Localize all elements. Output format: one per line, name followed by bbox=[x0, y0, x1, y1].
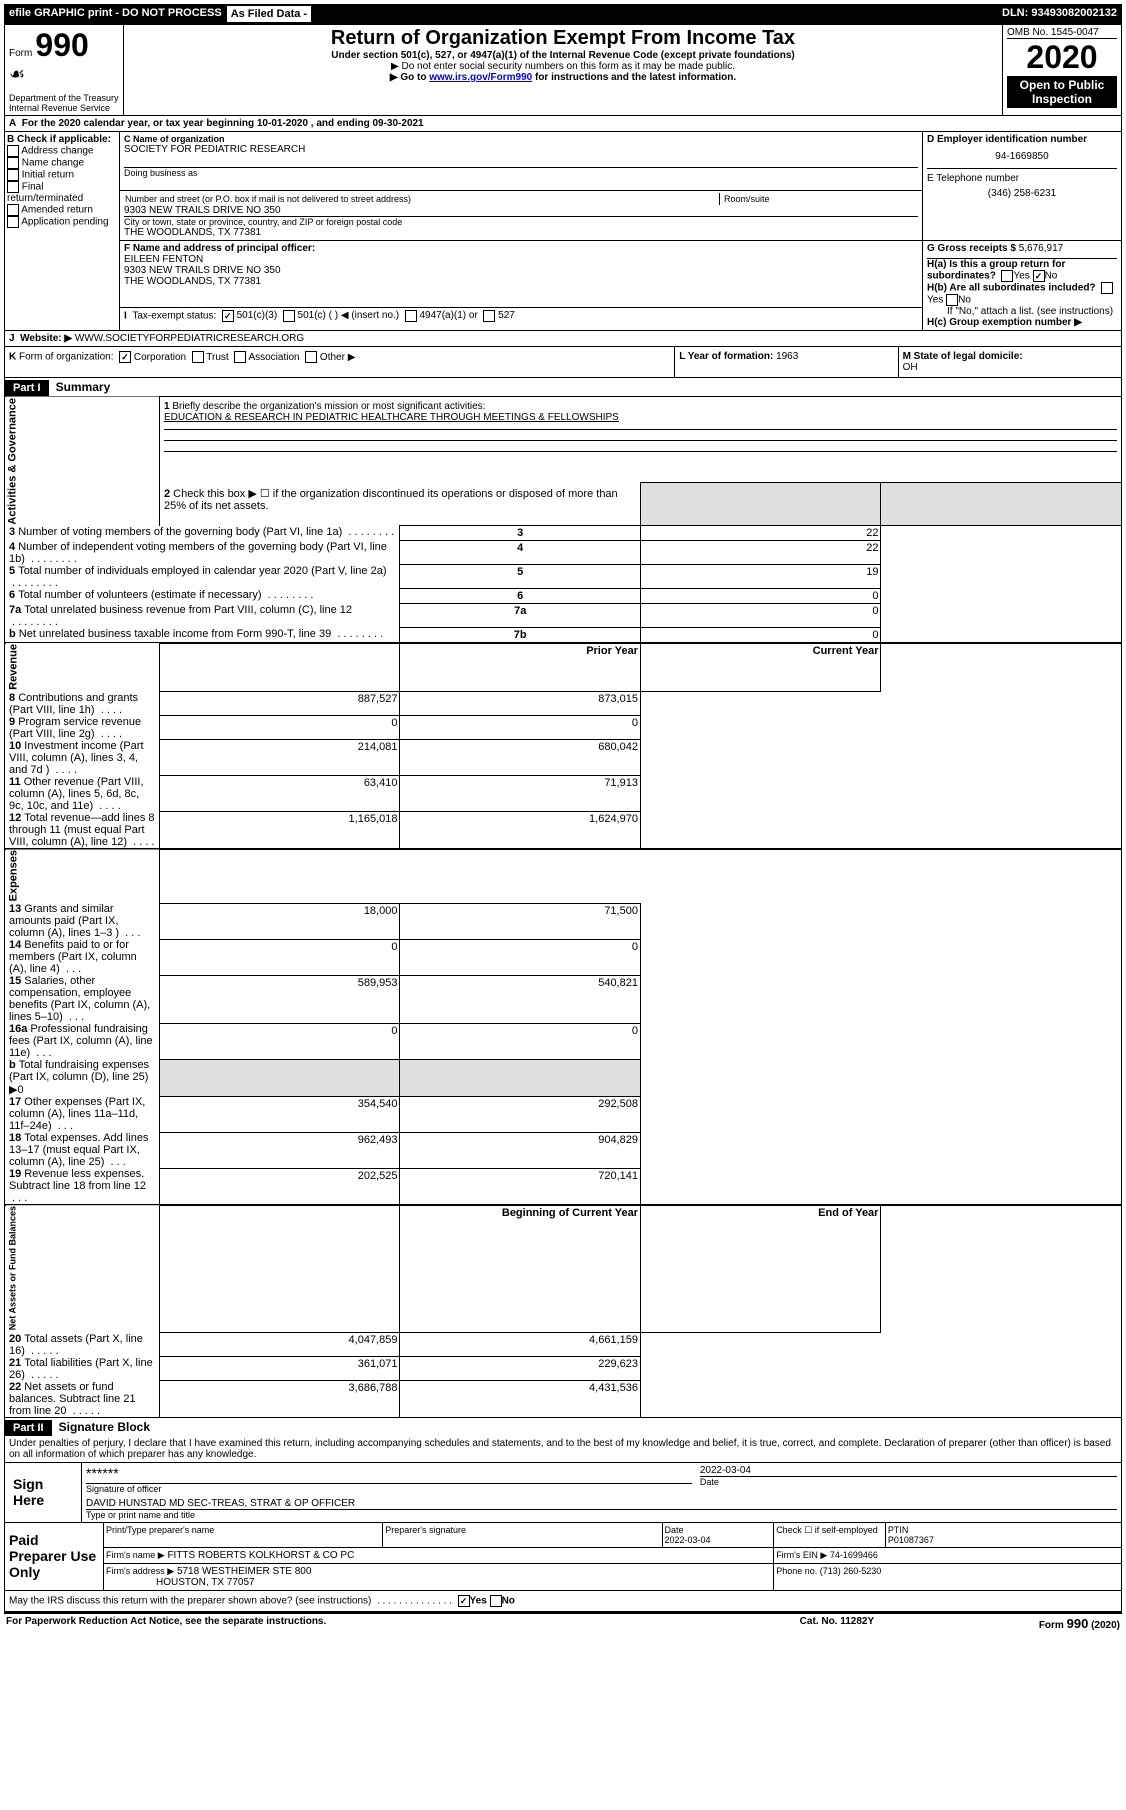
gross-receipts: 5,676,917 bbox=[1019, 243, 1064, 254]
box-b-item: Amended return bbox=[7, 204, 117, 216]
ein-value: 94-1669850 bbox=[927, 151, 1117, 162]
line-j: J Website: ▶ WWW.SOCIETYFORPEDIATRICRESE… bbox=[4, 331, 1122, 347]
page-footer: For Paperwork Reduction Act Notice, see … bbox=[4, 1612, 1122, 1633]
table-row: 5 Total number of individuals employed i… bbox=[5, 565, 1122, 589]
efile-dln: DLN: 93493082002132 bbox=[998, 5, 1121, 23]
table-row: 4 Number of independent voting members o… bbox=[5, 541, 1122, 565]
top-efile-bar: efile GRAPHIC print - DO NOT PROCESS As … bbox=[4, 4, 1122, 24]
form-note1: ▶ Do not enter social security numbers o… bbox=[128, 61, 998, 72]
box-b-item: Address change bbox=[7, 145, 117, 157]
efile-mid: As Filed Data - bbox=[226, 5, 312, 23]
line-klm: K Form of organization: ✓ Corporation Tr… bbox=[4, 347, 1122, 378]
table-row: 15 Salaries, other compensation, employe… bbox=[5, 975, 1122, 1023]
form-label: Form bbox=[9, 48, 32, 59]
box-b: B Check if applicable: Address change Na… bbox=[5, 132, 120, 331]
form-number: 990 bbox=[35, 27, 88, 63]
box-b-item: Name change bbox=[7, 157, 117, 169]
table-row: 21 Total liabilities (Part X, line 26) .… bbox=[5, 1357, 1122, 1381]
table-row: 3 Number of voting members of the govern… bbox=[5, 526, 1122, 541]
box-f: F Name and address of principal officer:… bbox=[120, 241, 923, 308]
table-row: 20 Total assets (Part X, line 16) . . . … bbox=[5, 1333, 1122, 1357]
paid-preparer-block: Paid Preparer Use Only Print/Type prepar… bbox=[4, 1523, 1122, 1591]
box-b-item: Application pending bbox=[7, 216, 117, 228]
street-value: 9303 NEW TRAILS DRIVE NO 350 bbox=[124, 205, 918, 216]
sign-here-block: Sign Here ****** Signature of officer 20… bbox=[4, 1463, 1122, 1523]
box-b-item: Final return/terminated bbox=[7, 181, 117, 204]
table-row: 11 Other revenue (Part VIII, column (A),… bbox=[5, 776, 1122, 812]
form-subtitle: Under section 501(c), 527, or 4947(a)(1)… bbox=[128, 50, 998, 61]
room-label: Room/suite bbox=[720, 193, 919, 205]
city-value: THE WOODLANDS, TX 77381 bbox=[124, 227, 918, 238]
form-header: Form 990 ☙ Department of the Treasury In… bbox=[4, 24, 1122, 116]
h-a: H(a) Is this a group return for subordin… bbox=[927, 259, 1117, 282]
table-row: 10 Investment income (Part VIII, column … bbox=[5, 740, 1122, 776]
officer-title: DAVID HUNSTAD MD SEC-TREAS, STRAT & OP O… bbox=[86, 1498, 1117, 1510]
table-row: 6 Total number of volunteers (estimate i… bbox=[5, 589, 1122, 604]
city-label: City or town, state or province, country… bbox=[124, 216, 918, 227]
line-i-options: ✓ 501(c)(3) 501(c) ( ) ◀ (insert no.) 49… bbox=[219, 310, 515, 321]
box-c-label: C Name of organization bbox=[124, 134, 918, 144]
line-a: A For the 2020 calendar year, or tax yea… bbox=[4, 116, 1122, 132]
box-b-item: Initial return bbox=[7, 169, 117, 181]
side-exp: Expenses bbox=[5, 849, 160, 903]
side-gov: Activities & Governance bbox=[5, 397, 160, 526]
part2-header: Part II Signature Block bbox=[4, 1418, 1122, 1436]
part1-header: Part I Summary bbox=[4, 378, 1122, 397]
sig-declaration: Under penalties of perjury, I declare th… bbox=[4, 1436, 1122, 1463]
website-value: WWW.SOCIETYFORPEDIATRICRESEARCH.ORG bbox=[75, 333, 304, 344]
irs-link[interactable]: www.irs.gov/Form990 bbox=[429, 72, 532, 83]
omb-label: OMB No. 1545-0047 bbox=[1007, 27, 1117, 39]
discuss-line: May the IRS discuss this return with the… bbox=[4, 1591, 1122, 1612]
box-e-label: E Telephone number bbox=[927, 168, 1117, 184]
h-c: H(c) Group exemption number ▶ bbox=[927, 317, 1117, 328]
org-name: SOCIETY FOR PEDIATRIC RESEARCH bbox=[124, 144, 918, 155]
table-row: b Total fundraising expenses (Part IX, c… bbox=[5, 1059, 1122, 1096]
efile-left: efile GRAPHIC print - DO NOT PROCESS bbox=[5, 5, 226, 23]
officer-name: EILEEN FENTON bbox=[124, 254, 918, 265]
box-d-label: D Employer identification number bbox=[927, 134, 1117, 145]
table-row: 14 Benefits paid to or for members (Part… bbox=[5, 939, 1122, 975]
table-row: 8 Contributions and grants (Part VIII, l… bbox=[5, 692, 1122, 716]
side-rev: Revenue bbox=[5, 643, 160, 692]
info-block: B Check if applicable: Address change Na… bbox=[4, 132, 1122, 331]
table-row: 16a Professional fundraising fees (Part … bbox=[5, 1023, 1122, 1059]
form-note2: ▶ Go to www.irs.gov/Form990 for instruct… bbox=[128, 72, 998, 83]
table-row: 9 Program service revenue (Part VIII, li… bbox=[5, 716, 1122, 740]
street-label: Number and street (or P.O. box if mail i… bbox=[124, 193, 720, 205]
table-row: 13 Grants and similar amounts paid (Part… bbox=[5, 903, 1122, 939]
table-row: 17 Other expenses (Part IX, column (A), … bbox=[5, 1096, 1122, 1132]
table-row: 22 Net assets or fund balances. Subtract… bbox=[5, 1381, 1122, 1418]
table-row: 12 Total revenue—add lines 8 through 11 … bbox=[5, 812, 1122, 849]
h-b: H(b) Are all subordinates included? Yes … bbox=[927, 282, 1117, 306]
summary-table: Activities & Governance 1 Briefly descri… bbox=[4, 397, 1122, 1418]
table-row: 7a Total unrelated business revenue from… bbox=[5, 604, 1122, 628]
box-g-h: G Gross receipts $ 5,676,917 H(a) Is thi… bbox=[923, 241, 1122, 331]
dba-label: Doing business as bbox=[124, 167, 918, 178]
table-row: 18 Total expenses. Add lines 13–17 (must… bbox=[5, 1132, 1122, 1168]
tax-year: 2020 bbox=[1007, 39, 1117, 76]
dept-label: Department of the Treasury Internal Reve… bbox=[9, 93, 119, 113]
sig-date: 2022-03-04 bbox=[700, 1465, 1117, 1477]
table-row: b Net unrelated business taxable income … bbox=[5, 628, 1122, 644]
mission-text: EDUCATION & RESEARCH IN PEDIATRIC HEALTH… bbox=[164, 412, 619, 423]
open-public-label: Open to Public Inspection bbox=[1007, 76, 1117, 108]
box-d-e: D Employer identification number 94-1669… bbox=[923, 132, 1122, 241]
table-row: 19 Revenue less expenses. Subtract line … bbox=[5, 1168, 1122, 1205]
phone-value: (346) 258-6231 bbox=[927, 188, 1117, 199]
side-net: Net Assets or Fund Balances bbox=[5, 1205, 160, 1332]
form-title: Return of Organization Exempt From Incom… bbox=[128, 27, 998, 50]
